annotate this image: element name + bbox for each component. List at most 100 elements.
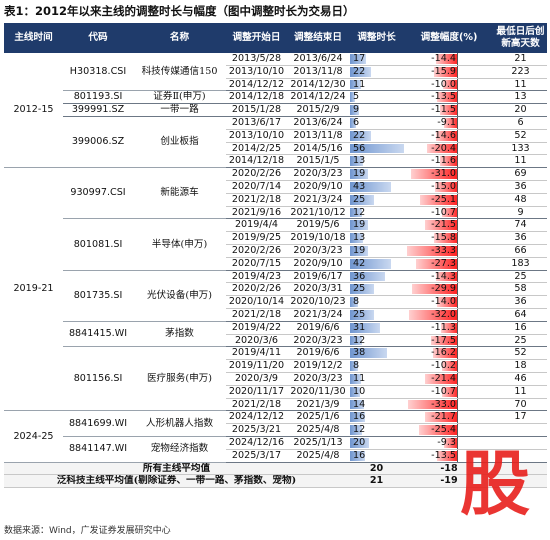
duration-bar (350, 220, 369, 231)
summary-row: 泛科技主线平均值(剔除证券、一带一路、茅指数、宠物) 21 -19 (4, 474, 547, 489)
new-high-days-cell: 52 (494, 129, 547, 143)
new-high-days-cell: 48 (494, 193, 547, 207)
end-date-cell: 2020/3/23 (287, 372, 349, 386)
table-row: 2012-15 H30318.CSI 科技传媒通信150 2013/5/28 2013/… (4, 53, 547, 169)
period-cell: 2012-15 (4, 53, 63, 169)
new-high-days-cell: 11 (494, 78, 547, 92)
table-row: 399006.SZ 创业板指 2013/6/17 2013/6/24 6 -9.1 6 (4, 116, 547, 169)
code-cell: 801735.SI (63, 270, 133, 322)
duration-value: 13 (353, 155, 366, 167)
duration-value: 25 (353, 308, 366, 320)
code-cell: 8841147.WI (63, 436, 133, 463)
amplitude-cell: -29.9 (404, 282, 494, 297)
table-row: 2025/3/17 2025/4/8 16 -13.5 (4, 449, 547, 463)
duration-value: 38 (353, 347, 366, 359)
end-date-cell: 2025/1/6 (287, 410, 349, 425)
start-date-cell: 2013/5/28 (226, 53, 287, 66)
duration-bar (350, 194, 375, 205)
code-cell: 8841699.WI (63, 410, 133, 437)
new-high-days-cell: 16 (494, 321, 547, 335)
amplitude-cell: -33.0 (404, 398, 494, 412)
name-cell: 茅指数 (133, 321, 226, 348)
duration-bar (350, 181, 392, 192)
new-high-days-cell: 13 (494, 90, 547, 105)
amplitude-cell: -10.2 (404, 359, 494, 373)
amplitude-bar (437, 92, 458, 103)
duration-cell: 6 (349, 116, 404, 130)
start-date-cell: 2025/3/21 (226, 423, 287, 437)
amplitude-value: -10.7 (431, 206, 456, 218)
duration-value: 10 (353, 385, 366, 397)
amplitude-bar (409, 309, 458, 320)
duration-bar (350, 143, 404, 154)
new-high-days-cell: 25 (494, 270, 547, 284)
name-cell: 创业板指 (133, 116, 226, 169)
duration-cell: 25 (349, 193, 404, 207)
duration-bar (350, 117, 356, 128)
start-date-cell: 2014/12/18 (226, 90, 287, 105)
new-high-days-cell: 21 (494, 53, 547, 66)
name-cell: 半导体(申万) (133, 218, 226, 271)
duration-cell: 25 (349, 282, 404, 297)
amplitude-bar (436, 271, 458, 282)
header-code: 代码 (63, 23, 133, 53)
amplitude-cell: -27.3 (404, 257, 494, 271)
duration-value: 43 (353, 180, 366, 192)
summary-duration: 20 (349, 462, 404, 476)
table-row: 2021/9/16 2021/10/12 12 -10.7 9 (4, 206, 547, 220)
amplitude-bar (437, 450, 458, 461)
name-cell: 人形机器人指数 (133, 410, 226, 437)
duration-bar (350, 54, 367, 64)
amplitude-value: -14.4 (431, 53, 456, 64)
amplitude-bar (412, 284, 458, 295)
start-date-cell: 2020/7/14 (226, 180, 287, 194)
amplitude-value: -21.7 (431, 411, 456, 423)
amplitude-bar (442, 361, 458, 371)
start-date-cell: 2020/10/14 (226, 295, 287, 309)
duration-bar (350, 361, 358, 371)
amplitude-bar (416, 258, 458, 269)
amplitude-value: -13.5 (431, 449, 456, 461)
duration-bar (350, 309, 375, 320)
end-date-cell: 2013/11/8 (287, 65, 349, 79)
name-cell: 光伏设备(申万) (133, 270, 226, 322)
start-date-cell: 2024/12/12 (226, 410, 287, 425)
duration-bar (350, 105, 359, 115)
duration-bar (350, 386, 360, 397)
duration-cell: 19 (349, 244, 404, 258)
duration-cell: 19 (349, 167, 404, 181)
amplitude-value: -13.5 (431, 91, 456, 103)
adjustment-table: 主线时间 代码 名称 调整开始日 调整结束日 调整时长 调整幅度(%) 最低日后… (4, 23, 547, 489)
duration-value: 8 (353, 360, 360, 372)
duration-cell: 5 (349, 90, 404, 105)
table-row: 2013/10/10 2013/11/8 22 -14.6 52 (4, 129, 547, 143)
end-date-cell: 2020/3/23 (287, 334, 349, 348)
new-high-days-cell: 52 (494, 346, 547, 361)
end-date-cell: 2021/10/12 (287, 206, 349, 220)
duration-value: 31 (353, 321, 366, 333)
amplitude-cell: -16.2 (404, 346, 494, 361)
amplitude-bar (436, 297, 458, 307)
amplitude-cell: -21.5 (404, 218, 494, 233)
duration-value: 25 (353, 283, 366, 295)
amplitude-value: -14.3 (431, 270, 456, 282)
duration-value: 13 (353, 232, 366, 244)
start-date-cell: 2025/3/17 (226, 449, 287, 463)
end-date-cell: 2025/4/8 (287, 449, 349, 463)
amplitude-cell: -21.7 (404, 410, 494, 425)
duration-value: 36 (353, 270, 366, 282)
duration-cell: 8 (349, 295, 404, 309)
start-date-cell: 2020/11/17 (226, 385, 287, 399)
duration-value: 14 (353, 398, 366, 410)
amplitude-bar (440, 322, 458, 333)
header-amplitude: 调整幅度(%) (404, 23, 494, 53)
amplitude-cell: -31.0 (404, 167, 494, 181)
code-cell: 399006.SZ (63, 116, 133, 169)
amplitude-bar (425, 373, 458, 384)
duration-cell: 17 (349, 53, 404, 66)
duration-cell: 12 (349, 334, 404, 348)
amplitude-value: -31.0 (431, 168, 456, 180)
duration-cell: 8 (349, 359, 404, 373)
end-date-cell: 2025/1/13 (287, 436, 349, 450)
duration-cell: 25 (349, 308, 404, 322)
